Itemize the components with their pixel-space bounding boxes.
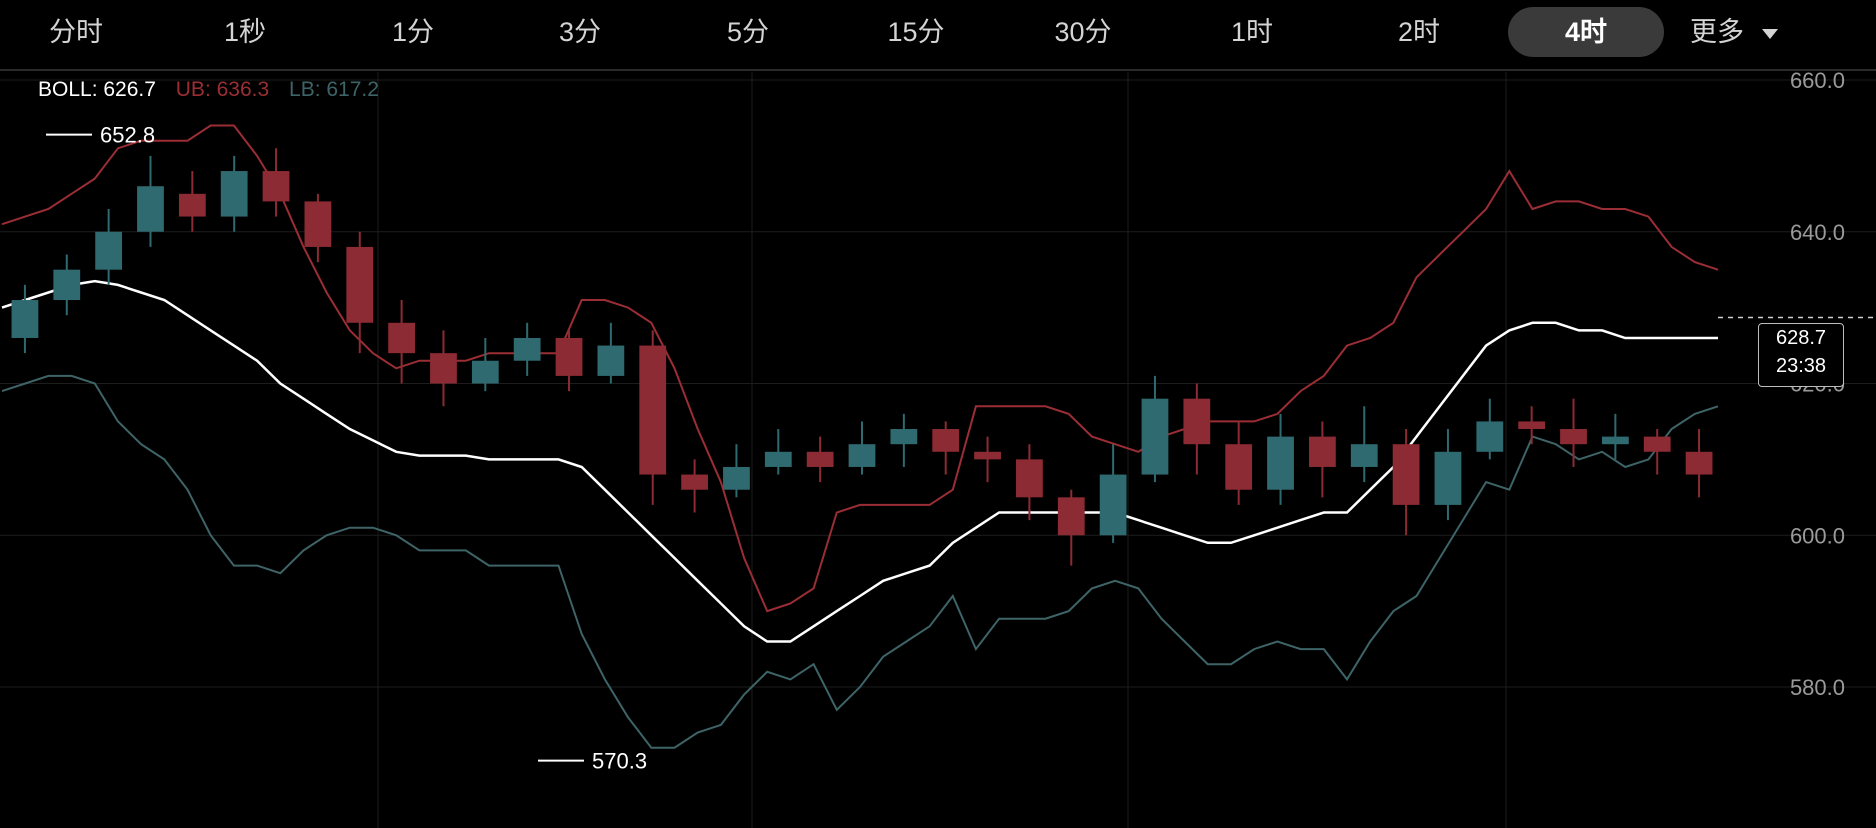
- candle-body: [555, 337, 583, 376]
- candle-body: [932, 429, 960, 452]
- candle-body: [471, 360, 499, 384]
- candle-body: [1643, 436, 1671, 452]
- current-price-box: 628.7 23:38: [1758, 323, 1844, 387]
- candle-body: [95, 231, 123, 270]
- candle-body: [1099, 474, 1127, 536]
- candle-body: [597, 345, 625, 376]
- candle-body: [764, 451, 792, 467]
- low-marker-label: 570.3: [592, 749, 647, 774]
- candle-body: [806, 451, 834, 467]
- tab-4h[interactable]: 4时: [1508, 7, 1664, 57]
- candle-body: [1392, 444, 1420, 505]
- candle-body: [723, 466, 750, 490]
- high-marker-label: 652.8: [100, 123, 155, 148]
- candle-body: [1685, 451, 1713, 475]
- candle-body: [346, 246, 374, 323]
- candle-body: [53, 269, 81, 301]
- candle-body: [1016, 459, 1043, 498]
- candle-body: [11, 300, 39, 338]
- candle-body: [681, 474, 708, 490]
- legend-lb: LB: 617.2: [289, 78, 379, 101]
- tab-1h[interactable]: 1时: [1230, 17, 1274, 47]
- more-dropdown[interactable]: 更多: [1690, 7, 1778, 57]
- legend-boll: BOLL: 626.7: [38, 78, 156, 101]
- candle-body: [1434, 451, 1462, 505]
- candle-body: [1267, 436, 1294, 490]
- boll-upper-band: [1, 124, 1719, 613]
- tab-3m[interactable]: 3分: [558, 17, 602, 47]
- more-label: 更多: [1690, 17, 1744, 47]
- chevron-down-icon: [1762, 28, 1778, 39]
- tabs-divider: [0, 69, 1876, 71]
- candle-body: [220, 171, 248, 217]
- candle-body: [430, 353, 457, 384]
- candle-body: [1183, 398, 1211, 445]
- timeframe-tabs: 分时 1秒 1分 3分 5分 15分 30分 1时 2时 4时 更多: [0, 0, 1876, 62]
- y-tick-label: 600.0: [1790, 523, 1845, 548]
- candle-body: [262, 171, 290, 202]
- boll-legend: BOLL: 626.7 UB: 636.3 LB: 617.2: [38, 78, 393, 102]
- candle-body: [1141, 398, 1169, 475]
- candle-countdown: 23:38: [1775, 355, 1827, 377]
- candle-body: [1560, 429, 1587, 445]
- candle-body: [388, 322, 416, 354]
- y-tick-label: 640.0: [1790, 220, 1845, 245]
- current-price: 628.7: [1775, 327, 1827, 349]
- y-tick-label: 580.0: [1790, 675, 1845, 700]
- candle-body: [848, 444, 876, 467]
- y-tick-label: 660.0: [1790, 68, 1845, 93]
- tab-1s[interactable]: 1秒: [223, 17, 267, 47]
- candle-body: [1057, 497, 1085, 536]
- candle-body: [890, 429, 918, 445]
- candle-body: [639, 345, 667, 475]
- boll-lower-band: [1, 374, 1719, 749]
- candle-body: [137, 186, 164, 232]
- tab-2h[interactable]: 2时: [1397, 17, 1441, 47]
- tab-15m[interactable]: 15分: [887, 17, 945, 47]
- candle-body: [1308, 436, 1336, 467]
- candle-body: [974, 451, 1001, 460]
- tab-fenshi[interactable]: 分时: [49, 17, 103, 47]
- legend-ub: UB: 636.3: [175, 78, 270, 101]
- tab-1m[interactable]: 1分: [391, 17, 435, 47]
- candle-body: [1601, 436, 1629, 445]
- candle-body: [304, 201, 332, 247]
- candle-body: [178, 193, 206, 217]
- candle-body: [513, 337, 541, 361]
- candle-body: [1350, 444, 1378, 467]
- boll-mid-band: [1, 279, 1718, 643]
- tab-30m[interactable]: 30分: [1054, 17, 1112, 47]
- candle-body: [1225, 444, 1253, 490]
- tab-5m[interactable]: 5分: [726, 17, 770, 47]
- candle-body: [1518, 421, 1546, 430]
- candle-body: [1476, 421, 1504, 452]
